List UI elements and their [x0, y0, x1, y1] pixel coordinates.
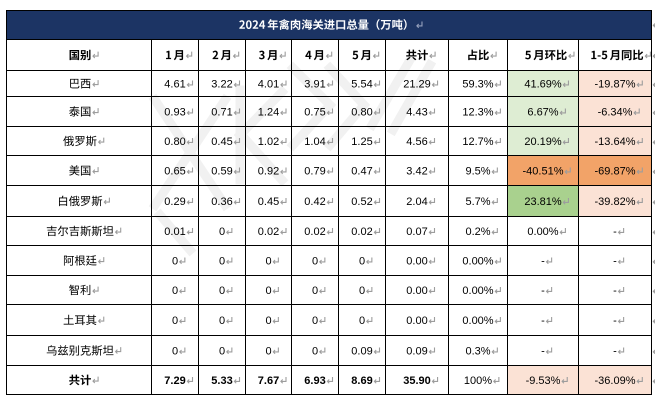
svg-text:0: 0 [312, 315, 318, 327]
svg-text:41.69%: 41.69% [524, 79, 562, 91]
svg-text:0: 0 [219, 346, 225, 358]
svg-text:-: - [613, 226, 617, 238]
svg-text:9.5%: 9.5% [465, 166, 490, 178]
svg-text:0.07: 0.07 [406, 226, 427, 238]
svg-text:0: 0 [312, 346, 318, 358]
svg-text:0.3%: 0.3% [465, 346, 490, 358]
svg-text:1.25: 1.25 [351, 136, 372, 148]
svg-text:-9.53%: -9.53% [526, 375, 561, 387]
svg-text:0.00%: 0.00% [462, 256, 493, 268]
svg-text:0.79: 0.79 [304, 166, 325, 178]
svg-text:0: 0 [265, 315, 271, 327]
svg-text:-: - [613, 315, 617, 327]
svg-text:7.67: 7.67 [258, 375, 279, 387]
svg-text:5.7%: 5.7% [465, 196, 490, 208]
svg-text:8.69: 8.69 [351, 375, 372, 387]
svg-text:0.00%: 0.00% [462, 315, 493, 327]
svg-text:23.81%: 23.81% [524, 196, 562, 208]
svg-text:0.52: 0.52 [351, 196, 372, 208]
svg-text:0.80: 0.80 [351, 107, 372, 119]
svg-text:-: - [613, 285, 617, 297]
svg-text:0.00: 0.00 [406, 315, 427, 327]
svg-text:-: - [613, 346, 617, 358]
svg-text:0: 0 [359, 315, 365, 327]
svg-text:6.93: 6.93 [304, 375, 325, 387]
svg-text:21.29: 21.29 [403, 79, 431, 91]
svg-text:2.04: 2.04 [406, 196, 427, 208]
svg-text:-13.64%: -13.64% [595, 136, 636, 148]
svg-text:0.09: 0.09 [406, 346, 427, 358]
svg-text:0.36: 0.36 [211, 196, 232, 208]
svg-text:-6.34%: -6.34% [598, 107, 633, 119]
svg-text:0: 0 [312, 256, 318, 268]
svg-text:0: 0 [265, 285, 271, 297]
svg-text:0.01: 0.01 [164, 226, 185, 238]
svg-text:3.42: 3.42 [406, 166, 427, 178]
svg-text:0: 0 [312, 285, 318, 297]
svg-text:0: 0 [219, 285, 225, 297]
svg-text:4.61: 4.61 [164, 79, 185, 91]
svg-text:0.71: 0.71 [211, 107, 232, 119]
svg-text:0: 0 [219, 226, 225, 238]
svg-text:0: 0 [172, 346, 178, 358]
svg-text:1.02: 1.02 [258, 136, 279, 148]
svg-text:0.45: 0.45 [211, 136, 232, 148]
svg-text:0: 0 [172, 256, 178, 268]
svg-text:0.59: 0.59 [211, 166, 232, 178]
svg-text:0.00: 0.00 [406, 285, 427, 297]
svg-text:0: 0 [219, 256, 225, 268]
svg-text:1.24: 1.24 [258, 107, 279, 119]
svg-text:0.2%: 0.2% [465, 226, 490, 238]
svg-text:0.80: 0.80 [164, 136, 185, 148]
svg-text:-: - [541, 256, 545, 268]
svg-text:0.29: 0.29 [164, 196, 185, 208]
svg-text:-36.09%: -36.09% [595, 375, 636, 387]
svg-text:5.33: 5.33 [211, 375, 232, 387]
svg-text:0: 0 [359, 256, 365, 268]
svg-text:0.02: 0.02 [304, 226, 325, 238]
svg-text:0: 0 [219, 315, 225, 327]
svg-text:4.56: 4.56 [406, 136, 427, 148]
svg-text:0.00%: 0.00% [527, 226, 558, 238]
svg-text:-40.51%: -40.51% [523, 166, 564, 178]
svg-text:12.7%: 12.7% [462, 136, 493, 148]
svg-text:5.54: 5.54 [351, 79, 372, 91]
svg-text:7.29: 7.29 [164, 375, 185, 387]
svg-text:0.02: 0.02 [258, 226, 279, 238]
svg-text:0: 0 [265, 346, 271, 358]
svg-text:-: - [541, 285, 545, 297]
svg-text:-69.87%: -69.87% [595, 166, 636, 178]
svg-text:0.00: 0.00 [406, 256, 427, 268]
svg-text:0.92: 0.92 [258, 166, 279, 178]
svg-text:59.3%: 59.3% [462, 79, 493, 91]
svg-text:0: 0 [172, 315, 178, 327]
svg-text:1.04: 1.04 [304, 136, 325, 148]
svg-text:0.00%: 0.00% [462, 285, 493, 297]
svg-text:-: - [541, 346, 545, 358]
svg-text:-: - [541, 315, 545, 327]
svg-text:3.91: 3.91 [304, 79, 325, 91]
svg-text:3.22: 3.22 [211, 79, 232, 91]
svg-text:0.93: 0.93 [164, 107, 185, 119]
svg-text:12.3%: 12.3% [462, 107, 493, 119]
svg-text:0.47: 0.47 [351, 166, 372, 178]
svg-text:-: - [613, 256, 617, 268]
svg-text:0: 0 [359, 285, 365, 297]
svg-text:6.67%: 6.67% [527, 107, 558, 119]
svg-text:0.75: 0.75 [304, 107, 325, 119]
svg-text:0.02: 0.02 [351, 226, 372, 238]
svg-text:100%: 100% [464, 375, 492, 387]
svg-text:0.65: 0.65 [164, 166, 185, 178]
svg-text:-19.87%: -19.87% [595, 79, 636, 91]
svg-text:20.19%: 20.19% [524, 136, 562, 148]
svg-text:4.43: 4.43 [406, 107, 427, 119]
svg-text:0.45: 0.45 [258, 196, 279, 208]
svg-text:4.01: 4.01 [258, 79, 279, 91]
svg-text:35.90: 35.90 [403, 375, 431, 387]
svg-text:0.09: 0.09 [351, 346, 372, 358]
svg-text:-39.82%: -39.82% [595, 196, 636, 208]
svg-text:0: 0 [172, 285, 178, 297]
svg-text:0: 0 [265, 256, 271, 268]
svg-text:0.42: 0.42 [304, 196, 325, 208]
